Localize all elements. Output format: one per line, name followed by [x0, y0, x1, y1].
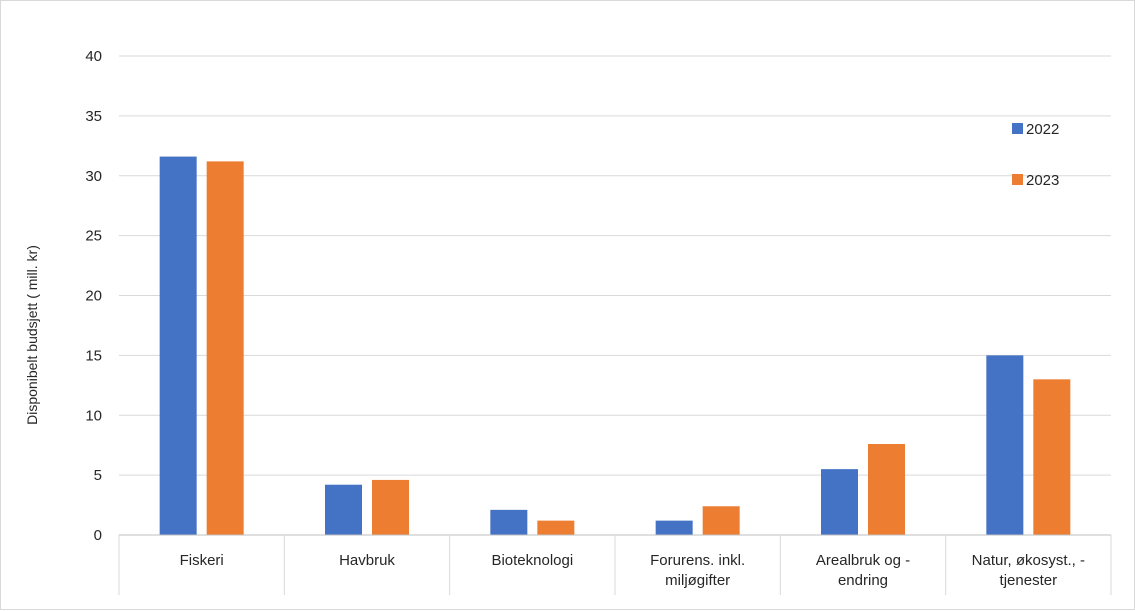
y-axis-label: Disponibelt budsjett ( mill. kr)	[24, 245, 40, 425]
y-tick-label: 35	[85, 108, 102, 125]
x-tick-label: miljøgifter	[665, 572, 730, 589]
gridlines	[119, 55, 1111, 476]
x-tick-label: endring	[838, 572, 888, 589]
x-tick-label: Natur, økosyst., -	[972, 552, 1085, 569]
legend: 2022 2023	[1012, 121, 1059, 189]
y-tick-label: 10	[85, 407, 102, 424]
x-tick-label: Bioteknologi	[491, 552, 573, 569]
bar-2023	[868, 443, 905, 535]
bar-2023	[702, 506, 740, 535]
y-tick-label: 30	[85, 168, 102, 185]
bar-2023	[372, 479, 409, 535]
legend-swatch-2023	[1012, 174, 1023, 185]
bar-2022	[490, 509, 528, 535]
legend-label: 2023	[1026, 172, 1059, 189]
bar-2022	[986, 355, 1024, 535]
bar-2023	[1033, 379, 1071, 535]
y-axis-ticks: 0 5 10 15 20 25 30 35 40	[85, 48, 102, 544]
bar-2022	[325, 484, 362, 535]
bar-2022	[655, 520, 693, 535]
x-tick-label: Arealbruk og -	[816, 552, 910, 569]
x-tick-label: tjenester	[1000, 572, 1058, 589]
bar-2022	[821, 469, 858, 535]
x-axis: Fiskeri Havbruk Bioteknologi Forurens. inkl…	[118, 534, 1112, 595]
bar-2023	[537, 520, 575, 535]
y-tick-label: 40	[85, 48, 102, 65]
x-tick-label: Forurens. inkl.	[650, 552, 745, 569]
y-tick-label: 15	[85, 347, 102, 364]
bar-2022	[159, 156, 197, 535]
y-tick-label: 0	[94, 527, 102, 544]
y-tick-label: 25	[85, 228, 102, 245]
x-tick-label: Havbruk	[339, 552, 395, 569]
bars	[159, 156, 1071, 535]
x-tick-label: Fiskeri	[180, 552, 224, 569]
bar-2023	[206, 161, 244, 535]
y-tick-label: 20	[85, 288, 102, 305]
legend-swatch-2022	[1012, 123, 1023, 134]
y-tick-label: 5	[94, 467, 102, 484]
legend-label: 2022	[1026, 121, 1059, 138]
